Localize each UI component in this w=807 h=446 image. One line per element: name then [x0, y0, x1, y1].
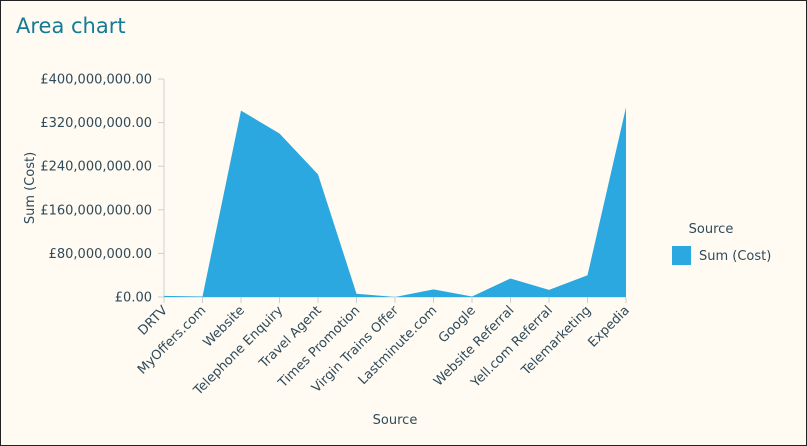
y-tick-label: £400,000,000.00 — [40, 73, 152, 88]
x-tick-label: Expedia — [585, 303, 632, 350]
x-tick-label: MyOffers.com — [135, 303, 209, 377]
y-tick-label: £80,000,000.00 — [49, 247, 152, 262]
legend-label: Sum (Cost) — [699, 249, 771, 264]
y-tick-label: £0.00 — [115, 291, 152, 306]
area-series — [163, 107, 627, 298]
y-tick-label: £240,000,000.00 — [40, 160, 152, 175]
x-tick-label: DRTV — [136, 303, 171, 338]
chart-title: Area chart — [16, 14, 126, 38]
legend: Source Sum (Cost) — [672, 222, 771, 265]
y-tick-label: £160,000,000.00 — [40, 203, 152, 218]
x-tick-label: Telemarketing — [518, 303, 594, 379]
legend-swatch — [672, 246, 691, 265]
y-axis: £0.00 £80,000,000.00 £160,000,000.00 £240,0… — [40, 73, 165, 306]
x-axis-label: Source — [373, 413, 418, 428]
y-axis-label: Sum (Cost) — [23, 152, 38, 224]
legend-title: Source — [689, 222, 734, 237]
area-series-0 — [164, 107, 626, 297]
y-tick-label: £320,000,000.00 — [40, 116, 152, 131]
